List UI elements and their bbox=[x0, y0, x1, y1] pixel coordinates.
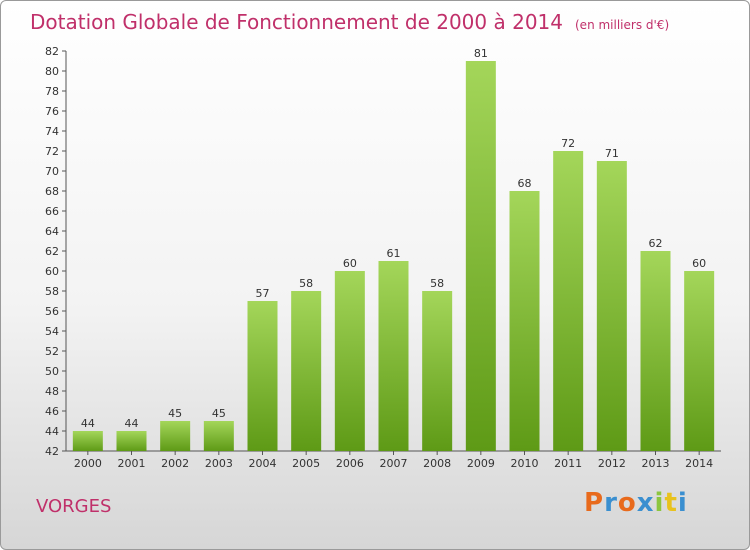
logo-letter: x bbox=[636, 488, 655, 518]
x-tick-label: 2000 bbox=[74, 457, 102, 470]
bar-value-label: 71 bbox=[605, 147, 619, 160]
y-tick-label: 80 bbox=[45, 65, 59, 78]
y-tick-label: 66 bbox=[45, 205, 59, 218]
x-tick-label: 2002 bbox=[161, 457, 189, 470]
bar bbox=[465, 61, 496, 451]
y-tick-label: 44 bbox=[45, 425, 59, 438]
bar-value-label: 58 bbox=[430, 277, 444, 290]
logo-letter: i bbox=[677, 488, 688, 518]
x-tick-label: 2005 bbox=[292, 457, 320, 470]
logo-letter: o bbox=[617, 488, 637, 518]
bar bbox=[553, 151, 584, 451]
bar bbox=[640, 251, 671, 451]
x-tick-label: 2012 bbox=[598, 457, 626, 470]
y-tick-label: 62 bbox=[45, 245, 59, 258]
x-tick-label: 2003 bbox=[205, 457, 233, 470]
x-tick-label: 2014 bbox=[685, 457, 713, 470]
bar bbox=[684, 271, 715, 451]
bar bbox=[334, 271, 365, 451]
y-tick-label: 50 bbox=[45, 365, 59, 378]
bar-value-label: 72 bbox=[561, 137, 575, 150]
bar-value-label: 61 bbox=[387, 247, 401, 260]
chart-title: Dotation Globale de Fonctionnement de 20… bbox=[30, 10, 669, 34]
bar bbox=[378, 261, 409, 451]
y-tick-label: 64 bbox=[45, 225, 59, 238]
y-tick-label: 82 bbox=[45, 45, 59, 58]
x-tick-label: 2004 bbox=[249, 457, 277, 470]
y-tick-label: 48 bbox=[45, 385, 59, 398]
bar-value-label: 68 bbox=[518, 177, 532, 190]
bar-value-label: 81 bbox=[474, 47, 488, 60]
bar-value-label: 45 bbox=[212, 407, 226, 420]
y-tick-label: 72 bbox=[45, 145, 59, 158]
x-tick-label: 2008 bbox=[423, 457, 451, 470]
y-tick-label: 56 bbox=[45, 305, 59, 318]
logo-letter: P bbox=[584, 488, 605, 518]
bar bbox=[509, 191, 540, 451]
y-tick-label: 76 bbox=[45, 105, 59, 118]
y-tick-label: 54 bbox=[45, 325, 59, 338]
logo-letter: i bbox=[654, 488, 665, 518]
y-tick-label: 70 bbox=[45, 165, 59, 178]
commune-name: VORGES bbox=[36, 496, 112, 517]
y-tick-label: 68 bbox=[45, 185, 59, 198]
bar bbox=[596, 161, 627, 451]
bar-value-label: 45 bbox=[168, 407, 182, 420]
x-tick-label: 2010 bbox=[511, 457, 539, 470]
proxiti-logo: Proxiti bbox=[584, 488, 688, 518]
logo-letter: r bbox=[604, 488, 618, 518]
bar-value-label: 57 bbox=[256, 287, 270, 300]
x-tick-label: 2013 bbox=[642, 457, 670, 470]
x-tick-label: 2009 bbox=[467, 457, 495, 470]
bar-value-label: 58 bbox=[299, 277, 313, 290]
y-tick-label: 60 bbox=[45, 265, 59, 278]
bar bbox=[291, 291, 322, 451]
bar-value-label: 44 bbox=[81, 417, 95, 430]
bar bbox=[247, 301, 278, 451]
bar-value-label: 60 bbox=[343, 257, 357, 270]
y-tick-label: 78 bbox=[45, 85, 59, 98]
bar bbox=[72, 431, 103, 451]
y-tick-label: 74 bbox=[45, 125, 59, 138]
bar bbox=[422, 291, 453, 451]
y-tick-label: 58 bbox=[45, 285, 59, 298]
x-tick-label: 2001 bbox=[118, 457, 146, 470]
bar bbox=[203, 421, 234, 451]
logo-letter: t bbox=[664, 488, 678, 518]
unit-note: (en milliers d'€) bbox=[575, 18, 670, 32]
y-tick-label: 42 bbox=[45, 445, 59, 458]
bar-value-label: 60 bbox=[692, 257, 706, 270]
y-tick-label: 46 bbox=[45, 405, 59, 418]
x-tick-label: 2011 bbox=[554, 457, 582, 470]
chart-title-text: Dotation Globale de Fonctionnement de 20… bbox=[30, 10, 563, 34]
bar-value-label: 44 bbox=[125, 417, 139, 430]
bar-value-label: 62 bbox=[649, 237, 663, 250]
x-tick-label: 2007 bbox=[380, 457, 408, 470]
y-tick-label: 52 bbox=[45, 345, 59, 358]
bar bbox=[116, 431, 147, 451]
x-tick-label: 2006 bbox=[336, 457, 364, 470]
bar bbox=[160, 421, 191, 451]
